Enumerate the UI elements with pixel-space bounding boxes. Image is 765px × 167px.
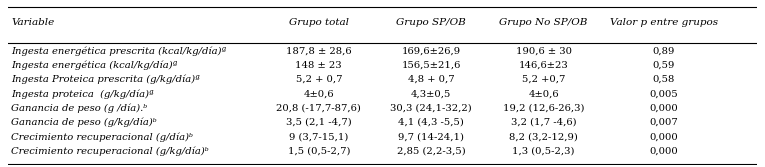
Text: 9 (3,7-15,1): 9 (3,7-15,1) <box>289 132 349 141</box>
Text: 0,89: 0,89 <box>653 46 675 55</box>
Text: 4,8 + 0,7: 4,8 + 0,7 <box>408 75 454 84</box>
Text: Grupo No SP/OB: Grupo No SP/OB <box>500 18 588 27</box>
Text: 8,2 (3,2-12,9): 8,2 (3,2-12,9) <box>509 132 578 141</box>
Text: Variable: Variable <box>11 18 54 27</box>
Text: 3,5 (2,1 -4,7): 3,5 (2,1 -4,7) <box>286 118 352 127</box>
Text: 9,7 (14-24,1): 9,7 (14-24,1) <box>399 132 464 141</box>
Text: Ingesta energética prescrita (kcal/kg/día)ª: Ingesta energética prescrita (kcal/kg/dí… <box>11 46 226 56</box>
Text: 3,2 (1,7 -4,6): 3,2 (1,7 -4,6) <box>511 118 577 127</box>
Text: 19,2 (12,6-26,3): 19,2 (12,6-26,3) <box>503 104 584 113</box>
Text: 4±0,6: 4±0,6 <box>304 89 334 98</box>
Text: 5,2 + 0,7: 5,2 + 0,7 <box>295 75 342 84</box>
Text: 0,58: 0,58 <box>653 75 675 84</box>
Text: Ganancia de peso (g/kg/día)ᵇ: Ganancia de peso (g/kg/día)ᵇ <box>11 118 157 127</box>
Text: 190,6 ± 30: 190,6 ± 30 <box>516 46 571 55</box>
Text: 0,005: 0,005 <box>649 89 678 98</box>
Text: Ingesta proteica  (g/kg/día)ª: Ingesta proteica (g/kg/día)ª <box>11 89 155 99</box>
Text: 0,000: 0,000 <box>649 104 678 113</box>
Text: 0,000: 0,000 <box>649 147 678 156</box>
Text: 0,000: 0,000 <box>649 132 678 141</box>
Text: 156,5±21,6: 156,5±21,6 <box>402 61 461 70</box>
Text: 5,2 +0,7: 5,2 +0,7 <box>522 75 565 84</box>
Text: 4±0,6: 4±0,6 <box>529 89 559 98</box>
Text: Crecimiento recuperacional (g/día)ᵇ: Crecimiento recuperacional (g/día)ᵇ <box>11 132 194 142</box>
Text: 148 ± 23: 148 ± 23 <box>295 61 342 70</box>
Text: 187,8 ± 28,6: 187,8 ± 28,6 <box>286 46 352 55</box>
Text: 20,8 (-17,7-87,6): 20,8 (-17,7-87,6) <box>276 104 361 113</box>
Text: 0,59: 0,59 <box>653 61 675 70</box>
Text: Grupo SP/OB: Grupo SP/OB <box>396 18 466 27</box>
Text: 4,1 (4,3 -5,5): 4,1 (4,3 -5,5) <box>399 118 464 127</box>
Text: 169,6±26,9: 169,6±26,9 <box>402 46 461 55</box>
Text: 2,85 (2,2-3,5): 2,85 (2,2-3,5) <box>397 147 466 156</box>
Text: 0,007: 0,007 <box>649 118 678 127</box>
Text: Ganancia de peso (g /día).ᵇ: Ganancia de peso (g /día).ᵇ <box>11 103 148 113</box>
Text: 1,5 (0,5-2,7): 1,5 (0,5-2,7) <box>288 147 350 156</box>
Text: Valor p entre grupos: Valor p entre grupos <box>610 18 718 27</box>
Text: Crecimiento recuperacional (g/kg/día)ᵇ: Crecimiento recuperacional (g/kg/día)ᵇ <box>11 146 209 156</box>
Text: 30,3 (24,1-32,2): 30,3 (24,1-32,2) <box>390 104 472 113</box>
Text: Ingesta energética (kcal/kg/día)ª: Ingesta energética (kcal/kg/día)ª <box>11 60 177 70</box>
Text: 146,6±23: 146,6±23 <box>519 61 568 70</box>
Text: Grupo total: Grupo total <box>288 18 349 27</box>
Text: 4,3±0,5: 4,3±0,5 <box>411 89 451 98</box>
Text: Ingesta Proteica prescrita (g/kg/día)ª: Ingesta Proteica prescrita (g/kg/día)ª <box>11 75 200 84</box>
Text: 1,3 (0,5-2,3): 1,3 (0,5-2,3) <box>513 147 575 156</box>
